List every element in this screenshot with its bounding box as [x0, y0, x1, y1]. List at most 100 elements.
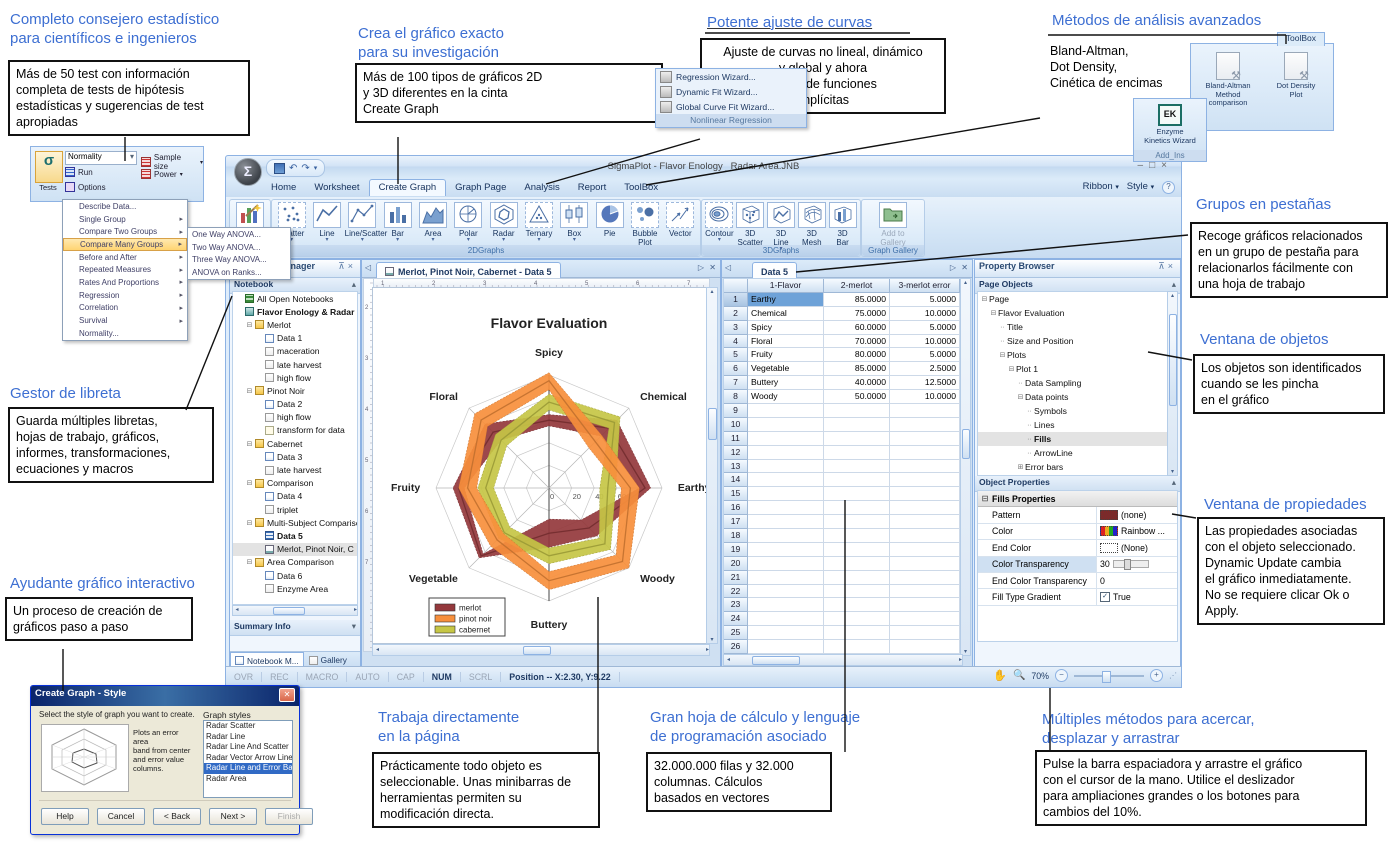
- row-header[interactable]: 8: [724, 390, 748, 405]
- cell-merlot-error[interactable]: [890, 404, 960, 418]
- status-auto[interactable]: AUTO: [347, 672, 389, 682]
- cell-merlot-error[interactable]: [890, 556, 960, 571]
- menu-item-global-curve-fit-wizard-[interactable]: Global Curve Fit Wizard...: [656, 99, 806, 114]
- cell-merlot-error[interactable]: 10.0000: [890, 390, 960, 405]
- object-properties-grid[interactable]: ⊟ Fills Properties Pattern (none) Color Rainb…: [977, 490, 1178, 642]
- expander-icon[interactable]: ⊟: [1017, 394, 1024, 401]
- dropdown-arrow-icon[interactable]: ▾: [717, 237, 721, 243]
- row-header[interactable]: 18: [724, 529, 748, 543]
- expander-icon[interactable]: ⊟: [981, 296, 988, 303]
- dot-density-item[interactable]: Dot Density Plot: [1265, 52, 1327, 99]
- cell-flavor[interactable]: [748, 417, 824, 432]
- status-ovr[interactable]: OVR: [226, 672, 263, 682]
- tab-close-icon[interactable]: ✕: [709, 263, 716, 272]
- tab-analysis[interactable]: Analysis: [524, 182, 560, 193]
- row-header[interactable]: 4: [724, 334, 748, 349]
- sample-size-button[interactable]: Sample size ▾: [141, 153, 203, 171]
- menu-item-regression[interactable]: Regression ▸: [63, 289, 187, 302]
- cell-flavor[interactable]: Chemical: [748, 306, 824, 321]
- dropdown-arrow-icon[interactable]: ▾: [360, 237, 364, 243]
- row-header[interactable]: 12: [724, 445, 748, 460]
- expander-icon[interactable]: ⊟: [999, 352, 1006, 359]
- notebook-item-pinot-noir[interactable]: ⊟ Pinot Noir: [246, 385, 305, 396]
- notebook-item-data-2[interactable]: Data 2: [233, 398, 357, 411]
- close-panel-icon[interactable]: ×: [347, 261, 356, 271]
- menu-item-dynamic-fit-wizard-[interactable]: Dynamic Fit Wizard...: [656, 84, 806, 99]
- ribbon-button-3d-line[interactable]: 3D Line ▾: [766, 202, 797, 252]
- dropdown-arrow-icon[interactable]: ▾: [396, 237, 400, 243]
- tab-graph-page[interactable]: Graph Page: [455, 182, 507, 193]
- options-button[interactable]: Options: [65, 182, 106, 192]
- undo-icon[interactable]: ↶: [289, 162, 298, 174]
- property-row-color[interactable]: Color Rainbow ...: [978, 523, 1177, 541]
- cell-merlot[interactable]: 60.0000: [824, 320, 890, 335]
- pan-hand-icon[interactable]: ✋: [993, 670, 1007, 682]
- menu-item-one-way-anova-[interactable]: One Way ANOVA...: [192, 229, 261, 239]
- bland-altman-item[interactable]: Bland-Altman Method comparison: [1197, 52, 1259, 108]
- ribbon-options[interactable]: Ribbon ▾ Style ▾ ?: [1083, 181, 1175, 194]
- cell-merlot[interactable]: 50.0000: [824, 390, 890, 405]
- cell-merlot-error[interactable]: 2.5000: [890, 362, 960, 377]
- notebook-item-comparison[interactable]: ⊟ Comparison: [246, 478, 314, 489]
- fills-properties-header[interactable]: ⊟ Fills Properties: [978, 491, 1177, 508]
- cell-merlot[interactable]: [824, 515, 890, 530]
- transparency-slider[interactable]: [1112, 559, 1149, 571]
- cell-flavor[interactable]: [748, 529, 824, 543]
- row-header[interactable]: 25: [724, 626, 748, 641]
- cell-merlot[interactable]: 40.0000: [824, 376, 890, 391]
- notebook-item-cabernet[interactable]: ⊟ Cabernet: [246, 438, 303, 449]
- cell-flavor[interactable]: [748, 556, 824, 571]
- cell-flavor[interactable]: Fruity: [748, 348, 824, 363]
- menu-item-regression-wizard-[interactable]: Regression Wizard...: [656, 69, 806, 84]
- row-header[interactable]: 2: [724, 306, 748, 321]
- color-swatch[interactable]: [1100, 526, 1118, 537]
- expander-icon[interactable]: ⊟: [246, 440, 253, 448]
- menu-item-rates-and-proportions[interactable]: Rates And Proportions ▸: [63, 276, 187, 289]
- cell-merlot-error[interactable]: [890, 640, 960, 655]
- cell-merlot-error[interactable]: [890, 459, 960, 474]
- style-option-radar-vector-arrow-lines[interactable]: Radar Vector Arrow Lines: [206, 752, 293, 762]
- style-option-radar-line-and-scatter[interactable]: Radar Line And Scatter: [206, 742, 289, 751]
- column-header-2[interactable]: 2-merlot: [824, 279, 890, 293]
- status-scrl[interactable]: SCRL: [461, 672, 502, 682]
- pageobject-data-sampling[interactable]: ·· Data Sampling: [1018, 378, 1082, 388]
- notebook-item-enzyme-area[interactable]: Enzyme Area: [233, 582, 357, 595]
- pageobject-lines[interactable]: ·· Lines: [1027, 420, 1055, 430]
- notebook-item-data-4[interactable]: Data 4: [233, 490, 357, 503]
- notebook-hscrollbar[interactable]: ◂ ▸: [232, 605, 358, 616]
- notebook-item-late-harvest[interactable]: late harvest: [233, 463, 357, 476]
- cell-flavor[interactable]: Floral: [748, 334, 824, 349]
- property-row-pattern[interactable]: Pattern (none): [978, 507, 1177, 524]
- color-swatch[interactable]: [1100, 510, 1118, 521]
- row-header[interactable]: 14: [724, 473, 748, 488]
- cell-merlot[interactable]: [824, 417, 890, 432]
- tab-gallery[interactable]: Gallery: [304, 652, 352, 668]
- cell-merlot-error[interactable]: 5.0000: [890, 348, 960, 363]
- app-orb-button[interactable]: Σ: [234, 158, 262, 186]
- magnifier-icon[interactable]: 🔍: [1012, 670, 1026, 681]
- cell-flavor[interactable]: [748, 542, 824, 557]
- expander-icon[interactable]: ⊟: [246, 387, 253, 395]
- menu-item-two-way-anova-[interactable]: Two Way ANOVA...: [192, 242, 261, 252]
- cell-flavor[interactable]: [748, 501, 824, 516]
- pageobject-error-bars[interactable]: ⊞ Error bars: [1017, 462, 1064, 472]
- tab-notebook-manager[interactable]: Notebook M...: [230, 652, 304, 668]
- cell-merlot[interactable]: [824, 473, 890, 488]
- cell-merlot[interactable]: 85.0000: [824, 362, 890, 377]
- ribbon-button-area[interactable]: Area ▾: [415, 202, 450, 243]
- pageobject-title[interactable]: ·· Title: [1000, 322, 1023, 332]
- cell-merlot-error[interactable]: [890, 529, 960, 543]
- cell-flavor[interactable]: [748, 570, 824, 585]
- ribbon-button-3d-mesh[interactable]: 3D Mesh: [796, 202, 827, 247]
- notebook-item-all-open-notebooks[interactable]: All Open Notebooks: [233, 292, 357, 305]
- column-header-3[interactable]: 3-merlot error: [890, 279, 960, 293]
- cell-merlot[interactable]: 70.0000: [824, 334, 890, 349]
- cell-merlot-error[interactable]: [890, 445, 960, 460]
- dropdown-arrow-icon[interactable]: ▾: [779, 246, 783, 252]
- tab-toolbox[interactable]: ToolBox: [624, 182, 659, 193]
- cell-merlot[interactable]: [824, 431, 890, 446]
- notebook-item-merlot[interactable]: ⊟ Merlot: [246, 319, 291, 330]
- expander-icon[interactable]: ⊟: [246, 559, 253, 567]
- status-macro[interactable]: MACRO: [298, 672, 348, 682]
- cell-merlot-error[interactable]: [890, 417, 960, 432]
